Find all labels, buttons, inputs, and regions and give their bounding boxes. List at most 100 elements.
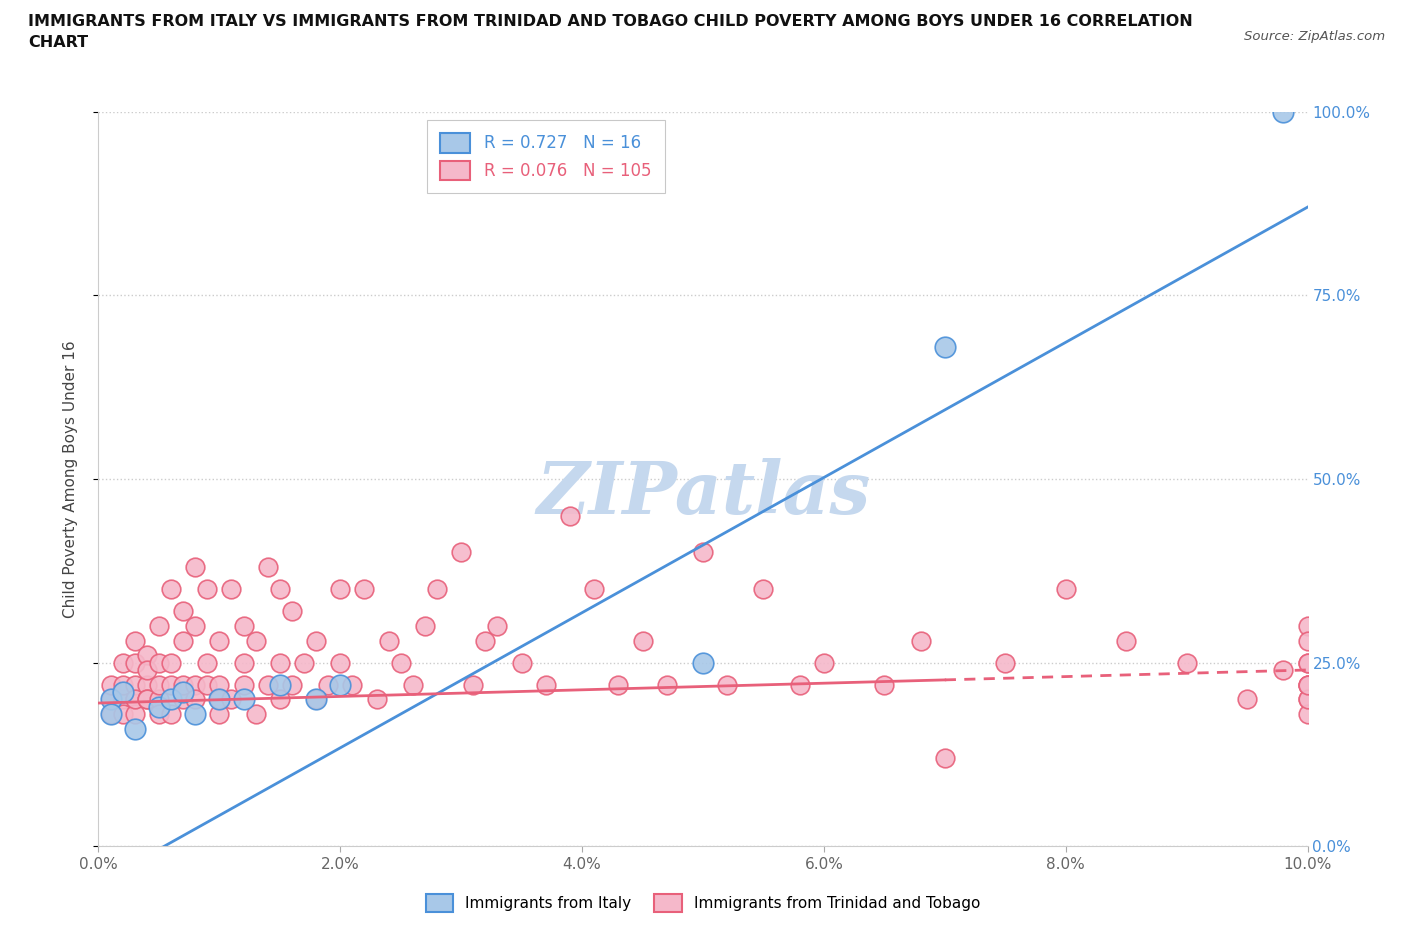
Point (208, 707, 231, 722)
Point (111, 677, 134, 692)
Point (329, 677, 352, 692)
Point (195, 656, 218, 671)
Point (195, 677, 218, 692)
Point (160, 677, 183, 692)
Point (342, 677, 364, 692)
Point (124, 707, 146, 722)
Point (160, 582, 183, 597)
Point (245, 633, 267, 648)
Point (1296, 677, 1319, 692)
Point (135, 692, 157, 707)
Point (135, 662, 157, 677)
Point (232, 677, 254, 692)
Point (305, 692, 328, 707)
Text: IMMIGRANTS FROM ITALY VS IMMIGRANTS FROM TRINIDAD AND TOBAGO CHILD POVERTY AMONG: IMMIGRANTS FROM ITALY VS IMMIGRANTS FROM… (28, 14, 1192, 29)
Point (160, 656, 183, 671)
Point (413, 618, 436, 633)
Point (281, 604, 304, 618)
Point (208, 692, 231, 707)
Point (148, 618, 170, 633)
Point (124, 722, 146, 737)
Point (135, 677, 157, 692)
Point (1296, 618, 1319, 633)
Point (100, 677, 122, 692)
Text: ZIPatlas: ZIPatlas (536, 458, 870, 529)
Point (655, 677, 678, 692)
Point (873, 677, 896, 692)
Point (1296, 677, 1319, 692)
Point (329, 656, 352, 671)
Point (172, 692, 194, 707)
Point (135, 648, 157, 663)
Point (269, 582, 291, 597)
Point (208, 692, 231, 707)
Point (184, 560, 207, 575)
Point (172, 684, 194, 699)
Point (124, 633, 146, 648)
Y-axis label: Child Poverty Among Boys Under 16: Child Poverty Among Boys Under 16 (63, 340, 77, 618)
Point (1296, 692, 1319, 707)
Point (100, 692, 122, 707)
Point (1272, 662, 1295, 677)
Point (221, 692, 243, 707)
Point (1296, 692, 1319, 707)
Point (934, 751, 956, 765)
Legend: Immigrants from Italy, Immigrants from Trinidad and Tobago: Immigrants from Italy, Immigrants from T… (419, 888, 987, 918)
Point (208, 677, 231, 692)
Point (1296, 677, 1319, 692)
Point (124, 692, 146, 707)
Point (124, 656, 146, 671)
Text: Source: ZipAtlas.com: Source: ZipAtlas.com (1244, 30, 1385, 43)
Point (366, 692, 388, 707)
Point (124, 677, 146, 692)
Point (208, 633, 231, 648)
Point (305, 692, 328, 707)
Point (172, 604, 194, 618)
Point (631, 633, 654, 648)
Point (111, 684, 134, 699)
Point (316, 677, 339, 692)
Point (534, 677, 557, 692)
Point (558, 508, 581, 523)
Point (329, 582, 352, 597)
Point (184, 692, 207, 707)
Point (292, 656, 315, 671)
Point (692, 545, 714, 560)
Point (100, 692, 122, 707)
Point (160, 692, 183, 707)
Point (184, 618, 207, 633)
Point (184, 707, 207, 722)
Point (789, 677, 811, 692)
Point (692, 656, 714, 671)
Point (195, 582, 218, 597)
Point (148, 656, 170, 671)
Point (111, 692, 134, 707)
Point (100, 707, 122, 722)
Point (1296, 656, 1319, 671)
Point (256, 560, 278, 575)
Point (148, 692, 170, 707)
Point (148, 699, 170, 714)
Point (305, 633, 328, 648)
Point (184, 677, 207, 692)
Point (450, 545, 472, 560)
Point (353, 582, 375, 597)
Point (148, 677, 170, 692)
Point (426, 582, 449, 597)
Point (377, 633, 399, 648)
Point (172, 677, 194, 692)
Point (232, 618, 254, 633)
Point (111, 656, 134, 671)
Point (1296, 656, 1319, 671)
Point (232, 656, 254, 671)
Point (172, 633, 194, 648)
Point (111, 707, 134, 722)
Point (135, 692, 157, 707)
Text: CHART: CHART (28, 35, 89, 50)
Point (813, 656, 835, 671)
Legend: R = 0.727   N = 16, R = 0.076   N = 105: R = 0.727 N = 16, R = 0.076 N = 105 (427, 120, 665, 193)
Point (910, 633, 932, 648)
Point (752, 582, 775, 597)
Point (607, 677, 630, 692)
Point (474, 633, 496, 648)
